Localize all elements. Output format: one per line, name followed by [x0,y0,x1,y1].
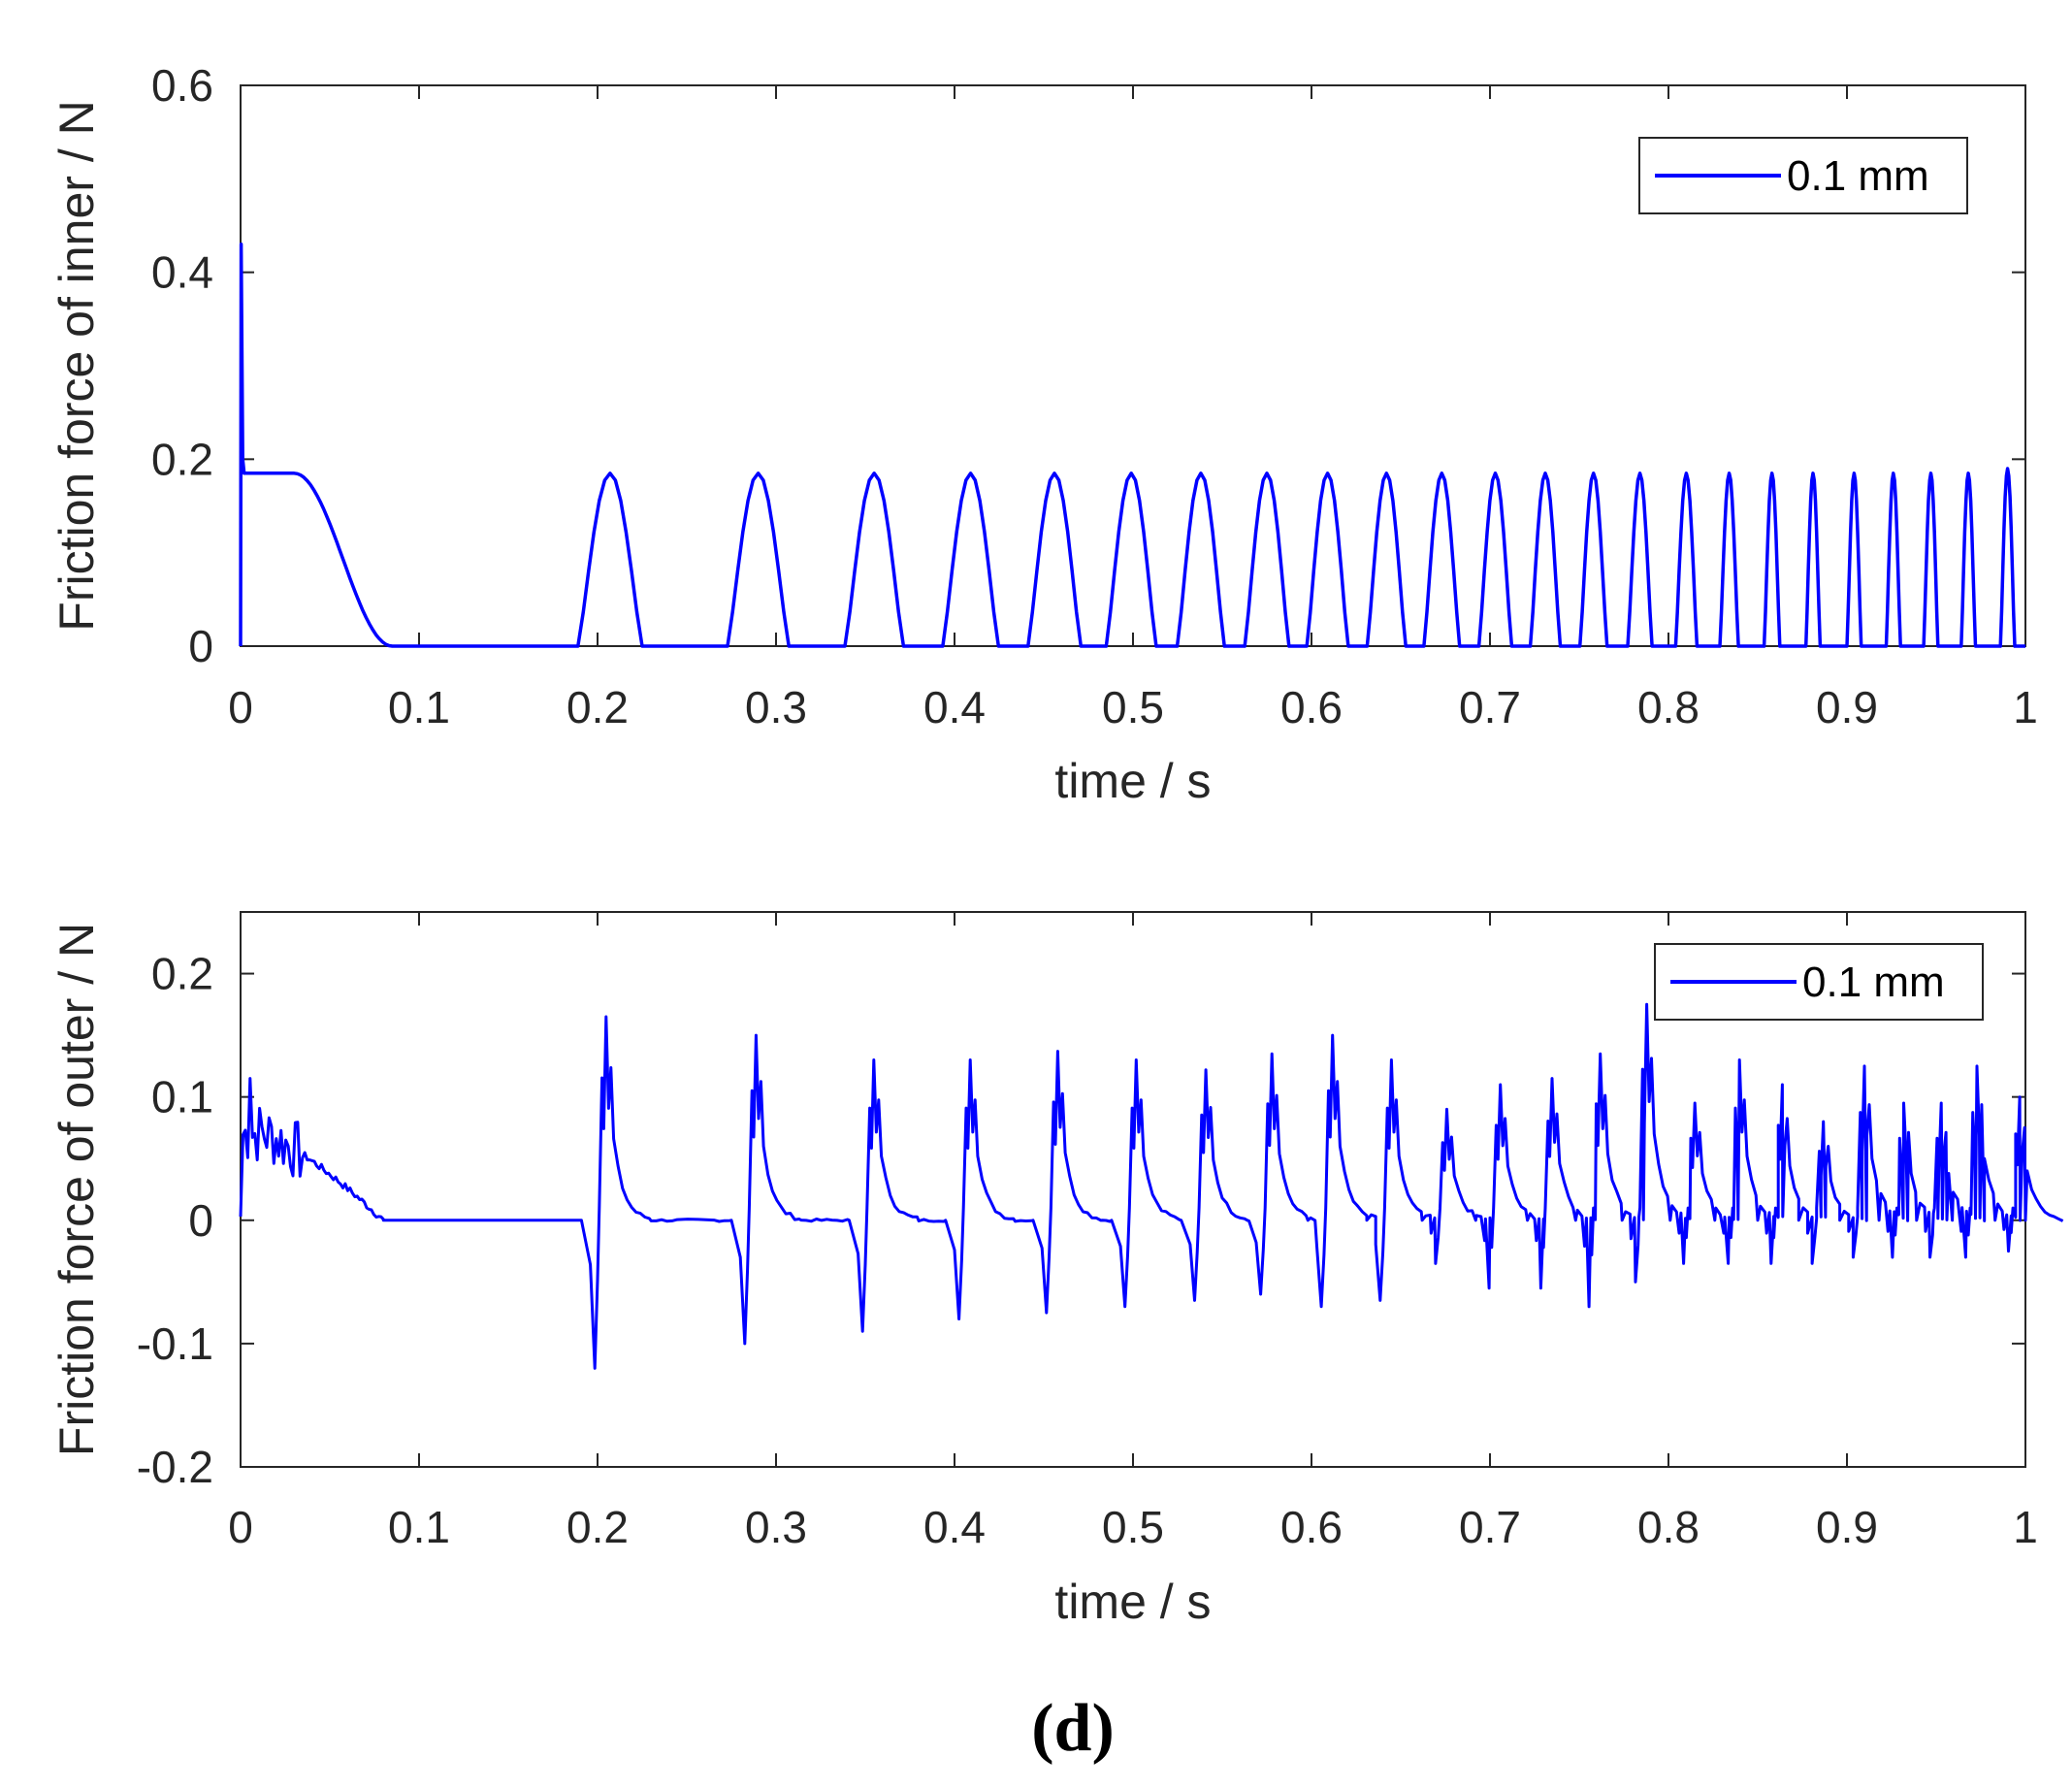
x-tick-label: 0.1 [388,1502,450,1552]
x-tick-label: 0.2 [567,682,629,732]
y-tick-label: 0.2 [151,434,213,484]
x-tick-label: 0.7 [1459,1502,1521,1552]
y-tick-label: 0.4 [151,247,213,298]
x-tick-label: 1 [2013,1502,2038,1552]
x-tick-label: 0.3 [745,682,807,732]
x-tick-label: 0.9 [1816,682,1878,732]
x-tick-label: 0.2 [567,1502,629,1552]
legend-box [1638,137,1968,214]
x-tick-label: 0.6 [1280,682,1343,732]
y-tick-label: 0 [188,1195,213,1246]
y-tick-label: 0 [188,621,213,671]
x-tick-label: 0.8 [1637,682,1700,732]
figure-caption: (d) [1031,1691,1115,1766]
y-tick-label: -0.2 [137,1442,213,1492]
x-tick-label: 0.8 [1637,1502,1700,1552]
y-tick-label: 0.1 [151,1072,213,1122]
legend: 0.1 mm [1654,943,1984,1021]
y-tick-label: 0.2 [151,949,213,999]
x-tick-label: 0 [228,1502,253,1552]
x-tick-label: 0.4 [923,1502,986,1552]
x-tick-label: 0.9 [1816,1502,1878,1552]
series-line-0.1mm [239,243,2025,648]
x-tick-label: 0.3 [745,1502,807,1552]
x-tick-label: 1 [2013,682,2038,732]
y-tick-label: 0.6 [151,60,213,111]
y-tick-label: -0.1 [137,1318,213,1369]
x-tick-label: 0.5 [1102,1502,1164,1552]
legend-label: 0.1 mm [1802,959,1945,1006]
chart-outer-friction: 0 0.1 0.2 0.3 0.4 0.5 0.6 0.7 0.8 0.9 1 -0.2 -0.1 0 0.… [49,911,2064,1629]
y-axis-title: Friction force of outer / N [49,923,104,1456]
x-tick-label: 0.1 [388,682,450,732]
x-tick-label: 0 [228,682,253,732]
legend: 0.1 mm [1638,137,1968,214]
series-line-0.1mm [239,1002,2064,1370]
x-tick-label: 0.6 [1280,1502,1343,1552]
x-tick-label: 0.7 [1459,682,1521,732]
x-axis-title: time / s [1054,1575,1211,1629]
chart-inner-friction: 0 0.1 0.2 0.3 0.4 0.5 0.6 0.7 0.8 0.9 1 0 0.2 0.4 0.6 t… [49,60,2038,808]
x-axis-title: time / s [1054,754,1211,808]
x-tick-label: 0.4 [923,682,986,732]
x-tick-label: 0.5 [1102,682,1164,732]
y-axis-title: Friction force of inner / N [49,100,104,631]
legend-label: 0.1 mm [1787,152,1929,200]
